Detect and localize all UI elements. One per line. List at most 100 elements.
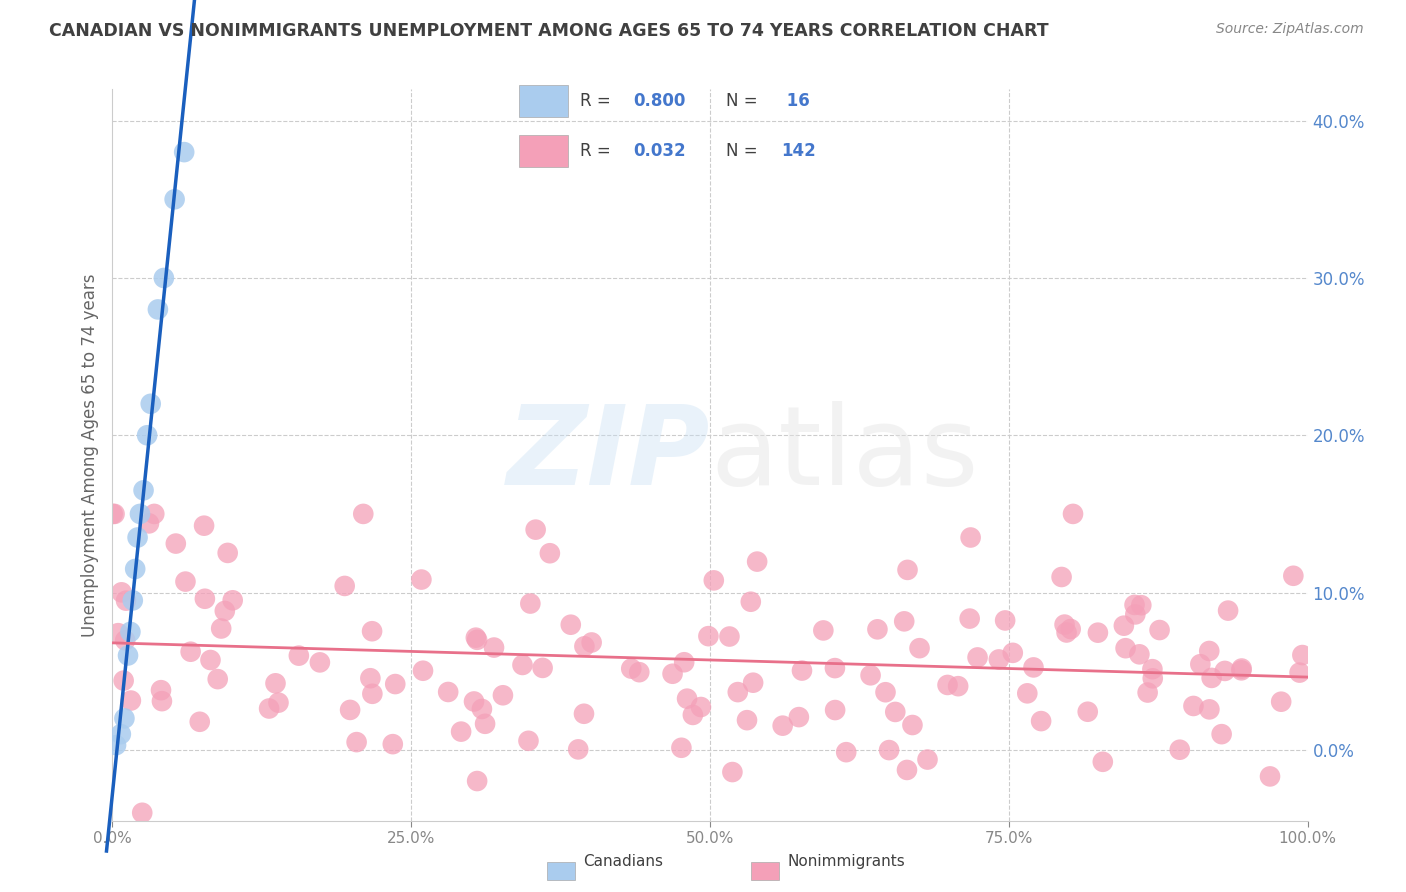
Point [1142,662,1164,676]
Point [464,631,486,645]
Point [1211,727,1233,741]
Point [581,635,603,649]
Point [132,483,155,498]
Point [1198,644,1220,658]
Point [346,735,368,749]
Point [465,632,488,647]
Point [1091,755,1114,769]
Point [959,611,981,625]
Point [742,675,765,690]
Point [1056,625,1078,640]
Point [492,688,515,702]
Point [288,648,311,663]
Point [538,546,561,560]
Point [697,629,720,643]
Point [1182,698,1205,713]
Point [207,672,229,686]
Point [1115,641,1137,656]
Point [257,701,280,715]
Point [1053,617,1076,632]
Point [1198,702,1220,716]
Point [150,683,173,698]
Point [747,555,769,569]
Point [740,595,762,609]
Text: Source: ZipAtlas.com: Source: ZipAtlas.com [1216,22,1364,37]
Text: 142: 142 [782,142,817,160]
Point [718,630,741,644]
Point [1123,598,1146,612]
Point [112,673,135,688]
Point [136,428,159,442]
Point [1123,607,1146,622]
Point [450,724,472,739]
Point [180,645,202,659]
Point [1270,695,1292,709]
Point [361,624,384,639]
Point [124,562,146,576]
Point [946,679,969,693]
Point [412,664,434,678]
Point [384,677,406,691]
Point [120,624,142,639]
Point [1050,570,1073,584]
Y-axis label: Unemployment Among Ages 65 to 74 years: Unemployment Among Ages 65 to 74 years [80,273,98,637]
Point [917,753,939,767]
Point [107,626,129,640]
Point [1022,660,1045,674]
FancyBboxPatch shape [519,86,568,118]
Point [1282,568,1305,582]
Point [690,700,713,714]
Point [1017,686,1039,700]
Text: N =: N = [725,142,762,160]
Point [727,685,749,699]
Point [117,648,139,663]
Point [1230,664,1253,678]
Point [966,650,988,665]
Point [174,574,197,589]
Text: 0.800: 0.800 [633,93,685,111]
Point [193,518,215,533]
Point [309,656,332,670]
Point [1136,685,1159,699]
Point [264,676,287,690]
Point [333,579,356,593]
Point [936,678,959,692]
Point [1060,622,1083,636]
Point [471,702,494,716]
Point [721,765,744,780]
Text: N =: N = [725,93,762,111]
Point [465,774,488,789]
Point [214,604,236,618]
Point [110,585,132,599]
Point [103,507,125,521]
Point [567,742,589,756]
Point [790,664,813,678]
Text: Nonimmigrants: Nonimmigrants [787,855,905,869]
Point [1230,661,1253,675]
Point [620,662,643,676]
Text: atlas: atlas [710,401,979,508]
Text: Canadians: Canadians [583,855,664,869]
Text: R =: R = [581,142,616,160]
Point [1112,618,1135,632]
Point [824,661,846,675]
Point [787,710,810,724]
Point [163,192,186,206]
Point [114,711,135,725]
Point [194,591,217,606]
Point [339,703,361,717]
Point [987,652,1010,666]
Point [1288,665,1310,680]
Point [835,745,858,759]
Point [222,593,245,607]
Point [146,302,169,317]
Point [209,622,232,636]
Text: CANADIAN VS NONIMMIGRANTS UNEMPLOYMENT AMONG AGES 65 TO 74 YEARS CORRELATION CHA: CANADIAN VS NONIMMIGRANTS UNEMPLOYMENT A… [49,22,1049,40]
Point [866,623,889,637]
Point [1029,714,1052,728]
Point [153,271,176,285]
Point [859,668,882,682]
Point [896,563,918,577]
Point [1001,646,1024,660]
Point [101,507,124,521]
